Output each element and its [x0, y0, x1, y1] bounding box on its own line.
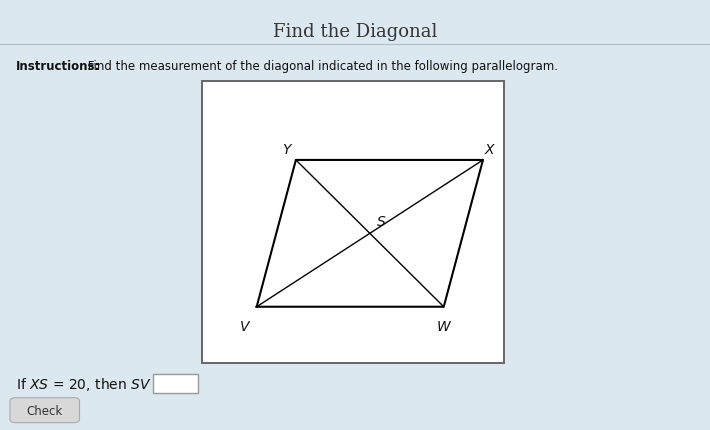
Text: V: V	[240, 320, 249, 334]
Text: Y: Y	[283, 142, 291, 156]
Text: W: W	[437, 320, 451, 334]
FancyBboxPatch shape	[202, 82, 504, 363]
Text: Check: Check	[26, 404, 63, 417]
Text: X: X	[484, 142, 493, 156]
FancyBboxPatch shape	[153, 375, 198, 393]
Text: If $\mathit{XS}$ = 20, then $\mathit{SV}$ =: If $\mathit{XS}$ = 20, then $\mathit{SV}…	[16, 375, 165, 392]
Text: Find the Diagonal: Find the Diagonal	[273, 23, 437, 41]
Text: S: S	[377, 215, 386, 229]
Text: Find the measurement of the diagonal indicated in the following parallelogram.: Find the measurement of the diagonal ind…	[84, 60, 558, 73]
Text: Instructions:: Instructions:	[16, 60, 100, 73]
FancyBboxPatch shape	[10, 398, 80, 423]
